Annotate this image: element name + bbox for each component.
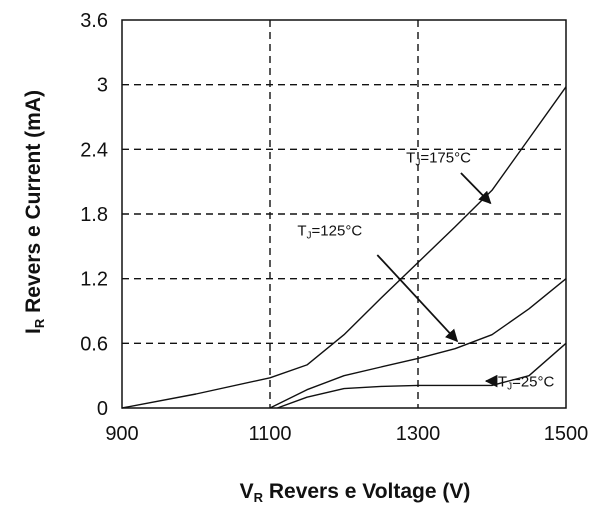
y-axis-subscript: R <box>32 318 47 328</box>
series-line-1 <box>269 278 567 409</box>
annotation-arrow-0 <box>460 172 492 205</box>
gridlines <box>122 20 566 408</box>
y-tick-label: 3.6 <box>80 10 108 32</box>
series-label-2: TJ=25°C <box>498 373 555 392</box>
plot-frame <box>121 19 567 409</box>
x-tick-label: 1500 <box>544 423 589 445</box>
series-line-0 <box>121 86 567 409</box>
x-tick-label: 900 <box>105 423 138 445</box>
x-tick-label: 1100 <box>248 423 291 445</box>
y-tick-label: 3 <box>97 75 108 97</box>
series-label-1: TJ=125°C <box>297 223 362 242</box>
annotation-arrow-1 <box>376 254 459 343</box>
y-axis-symbol: I <box>22 328 45 334</box>
y-axis-title: IR Revers e Current (mA) <box>22 90 47 334</box>
x-tick-label: 1300 <box>396 423 441 445</box>
x-axis-symbol: V <box>240 480 254 503</box>
tick-labels: 900 1100 1300 1500 0 0.6 1.2 1.8 2.4 3 3.6 <box>80 10 588 445</box>
y-tick-label: 0 <box>97 398 108 420</box>
y-tick-label: 1.8 <box>80 204 108 226</box>
y-tick-label: 1.2 <box>80 269 108 291</box>
x-axis-title-text: Revers e Voltage (V) <box>263 480 470 503</box>
y-tick-label: 2.4 <box>80 139 108 161</box>
series-line-2 <box>277 342 567 409</box>
series-label-0: TJ=175°C <box>406 149 471 168</box>
y-axis-title-text: Revers e Current (mA) <box>22 90 45 319</box>
y-tick-label: 0.6 <box>80 333 108 355</box>
x-axis-title: VR Revers e Voltage (V) <box>240 480 471 505</box>
x-axis-subscript: R <box>254 490 264 505</box>
series-layer <box>121 86 567 409</box>
annotation-layer: TJ=175°C TJ=125°C TJ=25°C <box>297 149 554 392</box>
